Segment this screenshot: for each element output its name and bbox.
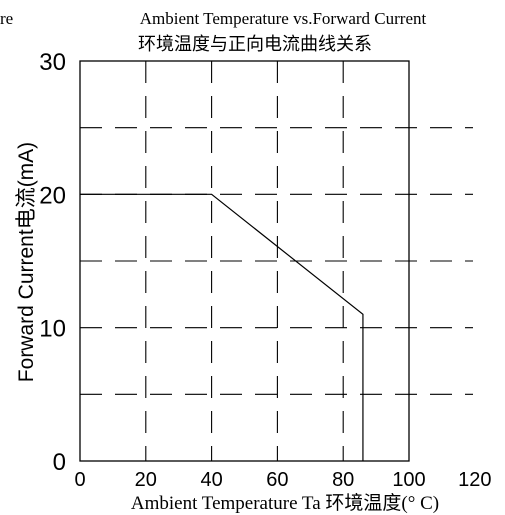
- x-tick-label: 0: [74, 469, 85, 491]
- plot-frame: [79, 60, 410, 462]
- series-group: [80, 193, 364, 461]
- left-edge-label: re: [0, 9, 13, 28]
- x-tick-label: 80: [332, 469, 354, 491]
- x-axis-label: Ambient Temperature Ta 环境温度(° C): [131, 492, 439, 514]
- x-tick-label: 40: [200, 469, 222, 491]
- x-tick-label: 20: [135, 469, 157, 491]
- y-tick-label: 30: [39, 49, 66, 76]
- grid: [80, 61, 473, 461]
- y-axis-label: Forward Current电流(mA): [15, 142, 38, 382]
- y-tick-label: 10: [39, 316, 66, 343]
- chart-title: Ambient Temperature vs.Forward Current: [140, 9, 427, 28]
- y-tick-labels: 0 10 20 30: [39, 49, 66, 476]
- x-tick-label: 120: [458, 469, 491, 491]
- x-tick-label: 60: [266, 469, 288, 491]
- x-tick-label: 100: [392, 469, 425, 491]
- y-tick-label: 20: [39, 182, 66, 209]
- y-tick-label: 0: [53, 449, 66, 476]
- x-tick-labels: 0 20 40 60 80 100 120: [74, 469, 491, 491]
- series-line: [80, 193, 364, 461]
- chart-subtitle: 环境温度与正向电流曲线关系: [138, 34, 372, 54]
